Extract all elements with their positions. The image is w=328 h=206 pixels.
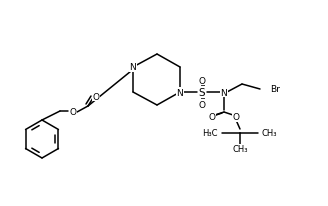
Text: Br: Br: [270, 85, 280, 94]
Text: S: S: [199, 88, 205, 97]
Text: N: N: [221, 88, 227, 97]
Text: O: O: [233, 113, 239, 122]
Text: CH₃: CH₃: [232, 145, 248, 154]
Text: O: O: [70, 108, 76, 117]
Text: O: O: [198, 100, 206, 109]
Text: O: O: [92, 92, 99, 101]
Text: CH₃: CH₃: [262, 129, 277, 138]
Text: H₃C: H₃C: [202, 129, 218, 138]
Text: O: O: [209, 113, 215, 122]
Text: N: N: [176, 88, 183, 97]
Text: N: N: [130, 63, 136, 72]
Text: O: O: [198, 76, 206, 85]
